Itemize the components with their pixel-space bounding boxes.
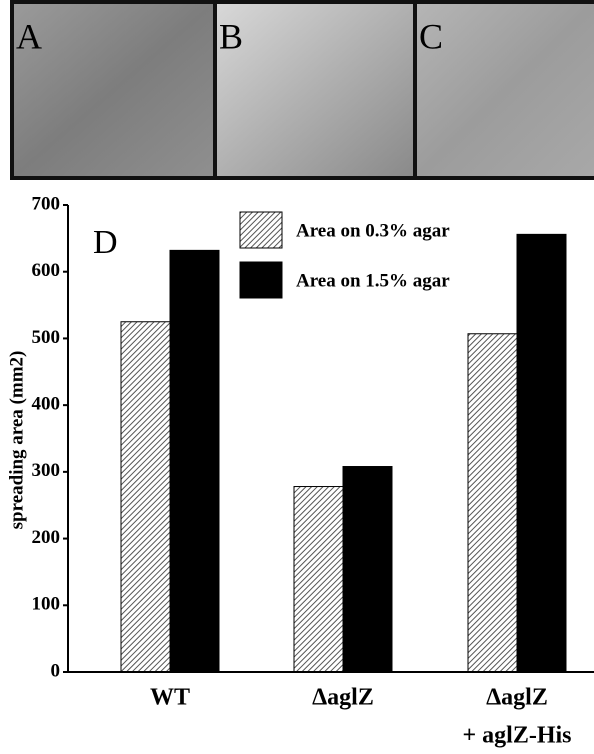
bar bbox=[169, 249, 220, 673]
y-tick-label: 0 bbox=[51, 660, 61, 681]
image-c bbox=[417, 4, 594, 176]
image-b bbox=[217, 4, 413, 176]
x-tick-label: ΔaglZ bbox=[486, 685, 548, 711]
y-tick-label: 100 bbox=[32, 594, 61, 615]
panel-label: B bbox=[219, 16, 243, 56]
legend-swatch bbox=[239, 211, 283, 249]
y-tick-label: 600 bbox=[32, 260, 61, 281]
y-tick-label: 300 bbox=[32, 460, 61, 481]
x-tick-label: WT bbox=[150, 685, 190, 711]
y-tick-label: 200 bbox=[32, 527, 61, 548]
y-tick-label: 400 bbox=[32, 394, 61, 415]
bar bbox=[467, 333, 518, 673]
y-tick-label: 500 bbox=[32, 327, 61, 348]
y-axis-label: spreading area (mm2) bbox=[6, 351, 27, 530]
image-a bbox=[14, 4, 213, 176]
x-tick-label: ΔaglZ bbox=[312, 685, 374, 711]
legend-label: Area on 1.5% agar bbox=[296, 270, 450, 291]
bar bbox=[293, 486, 344, 673]
panel-label: D bbox=[93, 224, 118, 261]
bar bbox=[516, 233, 567, 673]
y-tick-label: 700 bbox=[32, 193, 61, 214]
legend-label: Area on 0.3% agar bbox=[296, 220, 450, 241]
bar bbox=[120, 321, 171, 673]
bar bbox=[342, 466, 393, 673]
panel-label: A bbox=[16, 16, 42, 56]
x-tick-label: + aglZ-His bbox=[462, 723, 571, 749]
panel-label: C bbox=[419, 16, 443, 56]
legend-swatch bbox=[239, 261, 283, 299]
